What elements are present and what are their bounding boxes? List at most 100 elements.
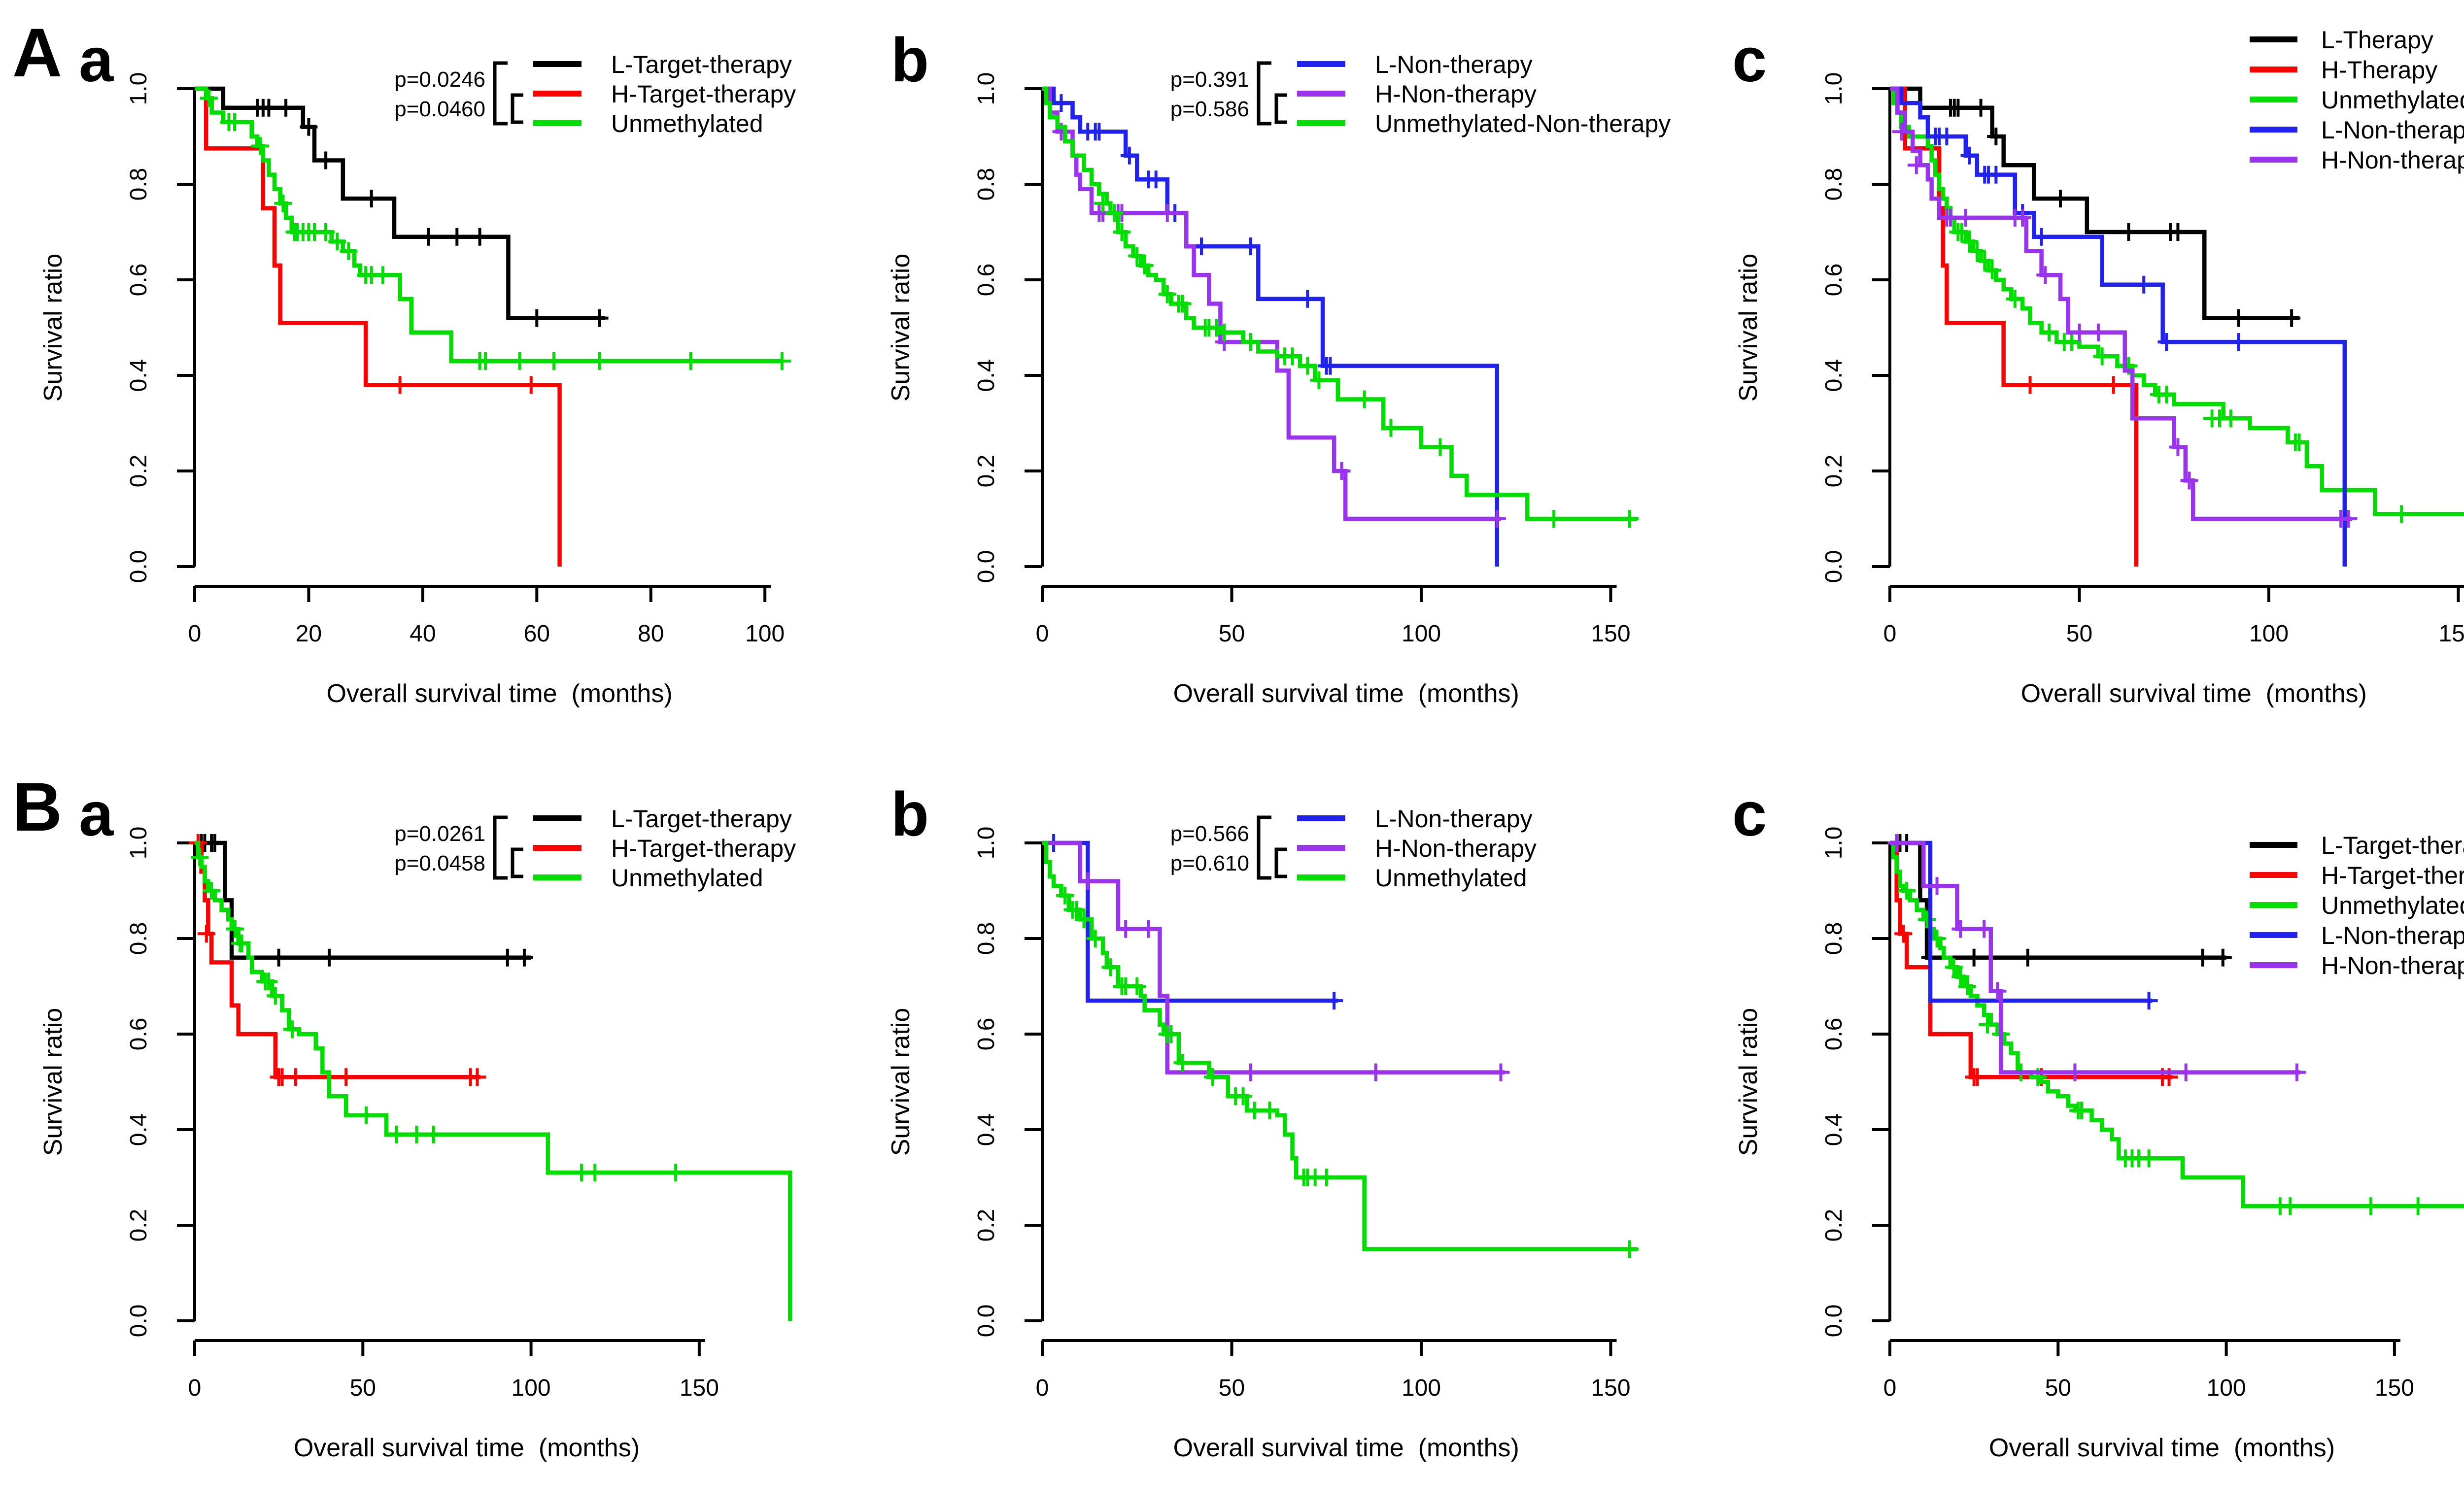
y-tick-label: 0.4 — [973, 359, 999, 392]
y-axis-title: Survival ratio — [1734, 1008, 1763, 1156]
y-tick-label: 0.2 — [973, 1209, 999, 1242]
legend-label-H-Non-therapy: H-Non-therapy — [1375, 835, 1537, 862]
legend-label-L-Non-therapy: L-Non-therapy — [2321, 116, 2464, 144]
km-curve-Unmethylated — [195, 840, 792, 1321]
censor-marks-H-Target-therapy — [1894, 925, 2178, 1086]
y-tick-label: 0.6 — [126, 1018, 152, 1051]
km-curve-L-Non-therapy — [1042, 86, 1500, 567]
y-axis-title: Survival ratio — [1734, 254, 1763, 402]
x-tick-label: 60 — [524, 621, 550, 647]
y-tick-label: 0.0 — [1821, 1305, 1847, 1338]
censor-marks-H-Therapy — [2021, 376, 2122, 394]
y-tick-label: 0.2 — [126, 1209, 152, 1242]
legend-label-H-Non-therapy: H-Non-therapy — [1375, 80, 1537, 108]
legend-label-H-Non-therapy: H-Non-therapy — [2321, 146, 2464, 174]
p-value-1: p=0.0246 — [394, 67, 485, 92]
axes-B-b — [1025, 841, 1617, 1356]
legend-label-Unmethylated: Unmethylated — [1375, 864, 1527, 892]
censor-marks-Unmethylated-Non-therapy — [1094, 194, 1639, 528]
censor-marks-L-Therapy — [1942, 99, 2301, 327]
x-tick-label: 0 — [188, 621, 202, 647]
km-curve-H-Target-therapy — [195, 86, 562, 567]
y-tick-label: 1.0 — [126, 827, 152, 860]
pvalue-block-B-b: p=0.566 p=0.610 — [1170, 815, 1287, 880]
panel-letter-B-a: a — [79, 779, 114, 849]
legend-B-a: L-Target-therapyH-Target-therapyUnmethyl… — [533, 805, 796, 892]
panel-A-b: b 0 50 100 150 0.0 0.2 0.4 0.6 0.8 1.0 Overall surv… — [887, 25, 1671, 708]
km-curve-H-Target-therapy — [1890, 840, 2173, 1079]
x-tick-label: 100 — [1402, 1375, 1441, 1401]
censor-marks-L-Target-therapy — [248, 99, 609, 327]
x-tick-label: 150 — [1591, 1375, 1630, 1401]
p-value-1: p=0.391 — [1170, 67, 1249, 92]
x-tick-label: 100 — [512, 1375, 551, 1401]
km-curve-Unmethylated — [1890, 86, 2464, 516]
y-axis-title: Survival ratio — [887, 1008, 915, 1156]
x-tick-label: 40 — [410, 621, 436, 647]
legend-label-Unmethylated-Non-therapy: Unmethylated-Non-therapy — [1375, 110, 1671, 137]
censor-marks-L-Non-therapy — [1052, 94, 1339, 375]
km-curve-H-Target-therapy — [195, 840, 481, 1079]
x-tick-label: 50 — [2066, 621, 2092, 647]
y-tick-label: 0.8 — [973, 922, 999, 955]
axes-B-a — [177, 841, 705, 1356]
x-tick-label: 50 — [1219, 1375, 1245, 1401]
y-tick-label: 0.6 — [973, 264, 999, 297]
y-tick-label: 0.4 — [973, 1113, 999, 1146]
km-curve-H-Non-therapy — [1890, 840, 2300, 1074]
x-tick-label: 150 — [1591, 621, 1630, 647]
legend-label-L-Target-therapy: L-Target-therapy — [611, 51, 792, 78]
y-tick-label: 0.8 — [1821, 922, 1847, 955]
group-letter-A: A — [12, 14, 62, 91]
legend-label-Unmethylated: Unmethylated — [2321, 86, 2464, 114]
x-tick-label: 0 — [188, 1375, 202, 1401]
panel-letter-B-c: c — [1732, 779, 1767, 849]
km-curve-Unmethylated — [1042, 840, 1638, 1251]
km-curve-L-Therapy — [1890, 86, 2299, 320]
legend-label-Unmethylated: Unmethylated — [2321, 892, 2464, 919]
legend-label-L-Non-therapy: L-Non-therapy — [1375, 51, 1533, 78]
censor-marks-H-Non-therapy — [1887, 834, 2306, 1081]
p-value-1: p=0.566 — [1170, 822, 1249, 846]
censor-marks-H-Non-therapy — [1892, 123, 2358, 528]
legend-B-c: L-Target-therapy H-Target-therapy Unmethyl… — [2250, 832, 2464, 979]
x-tick-label: 100 — [2249, 621, 2289, 647]
panel-B-c: c 0 50 100 150 0.0 0.2 0.4 0.6 0.8 1.0 Overall surv… — [1732, 779, 2464, 1462]
legend-label-L-Therapy: L-Therapy — [2321, 26, 2433, 54]
censor-marks-H-Target-therapy — [391, 376, 540, 394]
x-axis-title: Overall survival time (months) — [294, 1434, 640, 1462]
x-tick-label: 0 — [1883, 621, 1897, 647]
km-curve-H-Therapy — [1890, 86, 2139, 567]
censor-marks-H-Non-therapy — [1079, 872, 1510, 1081]
x-tick-label: 50 — [350, 1375, 376, 1401]
x-tick-label: 150 — [680, 1375, 719, 1401]
x-tick-label: 50 — [2045, 1375, 2071, 1401]
km-curve-H-Non-therapy — [1042, 86, 1501, 521]
censor-marks-H-Non-therapy — [1052, 123, 1506, 528]
y-tick-label: 0.6 — [1821, 1018, 1847, 1051]
axes-A-b — [1025, 87, 1617, 602]
censor-marks-Unmethylated — [191, 848, 685, 1182]
x-tick-label: 80 — [638, 621, 664, 647]
legend-label-H-Target-therapy: H-Target-therapy — [611, 80, 796, 108]
km-curve-Unmethylated-Non-therapy — [1042, 86, 1638, 521]
p-value-1: p=0.0261 — [394, 822, 485, 846]
y-tick-label: 1.0 — [973, 827, 999, 860]
p-value-2: p=0.586 — [1170, 97, 1249, 121]
x-tick-label: 20 — [296, 621, 322, 647]
legend-A-b: L-Non-therapyH-Non-therapyUnmethylated-N… — [1297, 51, 1671, 137]
x-axis-title: Overall survival time (months) — [1989, 1434, 2335, 1462]
x-tick-label: 0 — [1036, 1375, 1049, 1401]
y-tick-label: 0.4 — [126, 359, 152, 392]
comparison-brackets — [493, 815, 523, 880]
panel-A-c: c 0 50 100 150 0.0 0.2 0.4 0.6 0.8 1.0 Overall surv… — [1732, 25, 2464, 708]
p-value-2: p=0.610 — [1170, 851, 1249, 875]
y-tick-label: 1.0 — [1821, 827, 1847, 860]
legend-label-L-Target-therapy: L-Target-therapy — [2321, 832, 2464, 859]
y-tick-label: 1.0 — [1821, 72, 1847, 105]
group-letter-B: B — [12, 768, 62, 845]
comparison-brackets — [1257, 61, 1287, 126]
